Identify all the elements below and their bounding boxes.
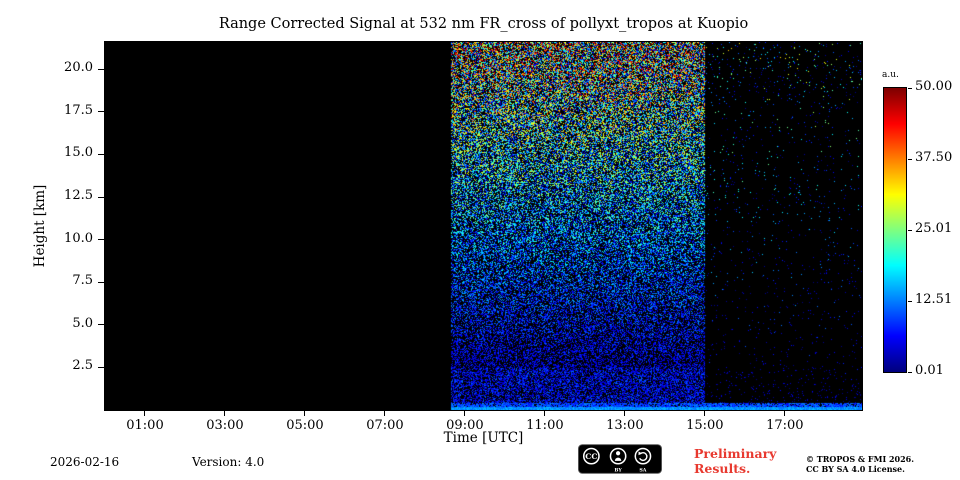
y-tick	[98, 153, 104, 155]
y-tick	[98, 111, 104, 113]
copyright-line1: © TROPOS & FMI 2026.	[806, 454, 915, 464]
colorbar	[883, 87, 907, 373]
x-tick-label: 03:00	[206, 418, 244, 433]
y-tick-label: 17.5	[64, 102, 93, 118]
x-tick-label: 05:00	[286, 418, 324, 433]
y-tick-label: 12.5	[64, 188, 93, 204]
colorbar-tick-label: 37.50	[915, 150, 953, 165]
x-tick-label: 13:00	[606, 418, 644, 433]
x-tick	[624, 411, 626, 416]
sa-label: SA	[639, 467, 646, 473]
cc-circle-icon	[582, 447, 600, 465]
y-tick	[98, 324, 104, 326]
colorbar-gradient	[884, 88, 906, 372]
y-tick	[98, 239, 104, 241]
heatmap-canvas	[105, 42, 862, 410]
sa-arrow-icon	[639, 452, 648, 462]
colorbar-tick	[908, 229, 912, 231]
x-tick	[384, 411, 386, 416]
y-tick-label: 15.0	[64, 145, 93, 161]
colorbar-tick-label: 25.01	[915, 221, 953, 236]
colorbar-tick	[908, 87, 912, 89]
x-tick-label: 17:00	[766, 418, 804, 433]
y-tick-label: 10.0	[64, 230, 93, 246]
colorbar-tick	[908, 158, 912, 160]
x-tick-label: 15:00	[686, 418, 724, 433]
y-tick	[98, 68, 104, 70]
x-tick-label: 01:00	[126, 418, 164, 433]
chart-title: Range Corrected Signal at 532 nm FR_cros…	[218, 16, 749, 32]
x-tick	[784, 411, 786, 416]
x-tick-label: 07:00	[366, 418, 404, 433]
x-tick	[224, 411, 226, 416]
y-tick-label: 5.0	[72, 315, 93, 331]
y-tick	[98, 366, 104, 368]
by-label: BY	[614, 467, 622, 473]
copyright-label: © TROPOS & FMI 2026. CC BY SA 4.0 Licens…	[806, 454, 915, 474]
x-tick	[704, 411, 706, 416]
y-axis-label: Height [km]	[32, 184, 48, 268]
by-circle-icon	[609, 447, 627, 465]
colorbar-tick	[908, 371, 912, 373]
y-tick-label: 2.5	[72, 358, 93, 374]
x-tick	[144, 411, 146, 416]
y-tick-label: 20.0	[64, 60, 93, 76]
sa-arrowhead-icon	[638, 451, 643, 456]
cc-by-sa-badge: CC BY SA	[578, 444, 662, 474]
x-tick-label: 11:00	[526, 418, 564, 433]
colorbar-unit-label: a.u.	[882, 70, 899, 80]
plot-area	[104, 41, 863, 411]
colorbar-tick-label: 0.01	[915, 363, 944, 378]
x-tick	[544, 411, 546, 416]
y-tick-label: 7.5	[72, 273, 93, 289]
x-tick	[464, 411, 466, 416]
x-axis-label: Time [UTC]	[443, 430, 524, 446]
colorbar-tick-label: 50.00	[915, 79, 953, 94]
preliminary-results-label: Preliminary Results.	[694, 446, 777, 476]
colorbar-tick-label: 12.51	[915, 292, 953, 307]
x-tick	[304, 411, 306, 416]
date-label: 2026-02-16	[50, 455, 120, 469]
copyright-line2: CC BY SA 4.0 License.	[806, 463, 905, 474]
cc-logo-text: CC	[585, 452, 597, 461]
y-tick	[98, 196, 104, 198]
y-tick	[98, 281, 104, 283]
sa-circle-icon	[634, 447, 652, 465]
version-label: Version: 4.0	[192, 455, 265, 469]
person-body-icon	[614, 457, 622, 461]
x-tick-label: 09:00	[446, 418, 484, 433]
colorbar-tick	[908, 300, 912, 302]
person-icon	[615, 451, 621, 456]
